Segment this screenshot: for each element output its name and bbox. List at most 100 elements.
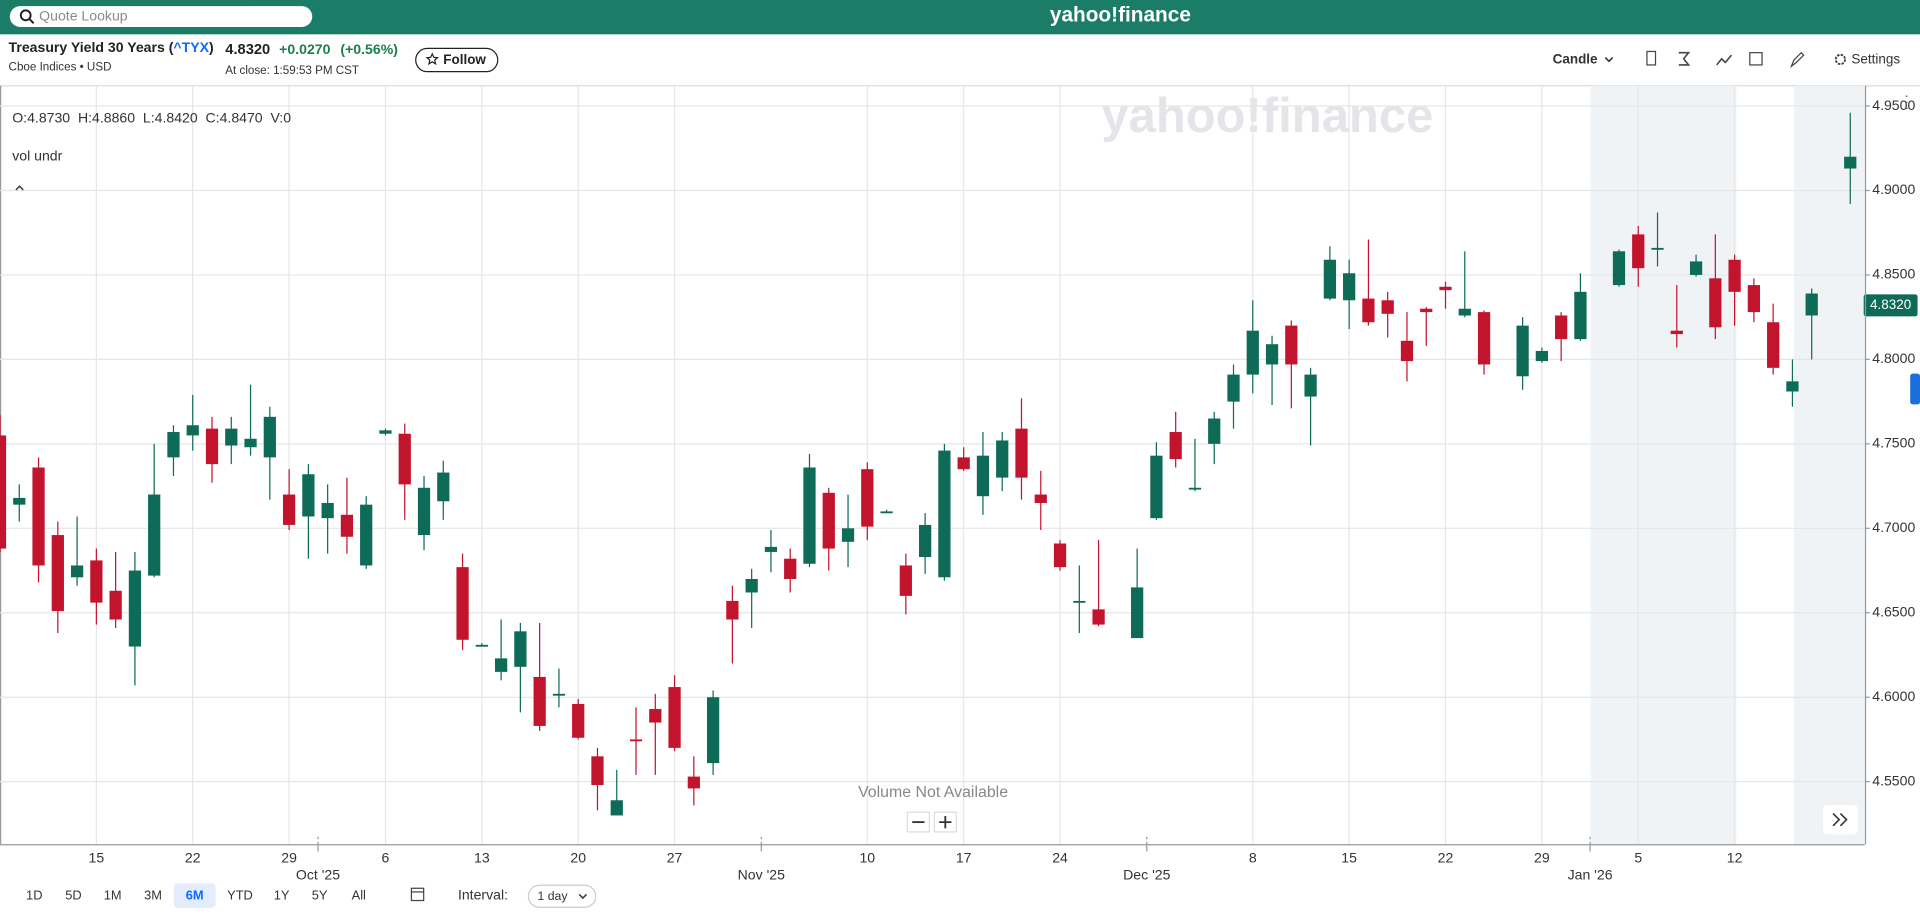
candle-body xyxy=(340,514,354,537)
volume-note: Volume Not Available xyxy=(858,784,1008,801)
candle-body xyxy=(1150,455,1163,519)
candle-body xyxy=(1689,261,1703,275)
candle-body xyxy=(302,474,315,517)
candle-body xyxy=(803,467,816,564)
range-button[interactable]: 6M xyxy=(186,888,204,903)
candle-body xyxy=(938,450,951,578)
candle-body xyxy=(1420,308,1433,313)
candle-body xyxy=(591,756,604,786)
search-placeholder: Quote Lookup xyxy=(39,7,128,23)
search-box[interactable] xyxy=(9,6,313,27)
candle-body xyxy=(1632,234,1645,269)
candle-body xyxy=(0,435,7,549)
candle-body xyxy=(437,472,450,502)
chart-type[interactable]: Candle xyxy=(1553,52,1598,67)
candle-body xyxy=(417,487,431,536)
candle-body xyxy=(899,565,912,596)
interval-value[interactable]: 1 day xyxy=(538,889,569,903)
brand-logo[interactable]: yahoo!finance xyxy=(1050,3,1191,26)
menu-dots[interactable] xyxy=(1900,95,1908,110)
candle-body xyxy=(1208,418,1221,444)
range-button[interactable]: 5Y xyxy=(312,888,328,903)
candle-body xyxy=(321,502,334,519)
follow-label[interactable]: Follow xyxy=(443,52,486,67)
candle-body xyxy=(1053,543,1067,568)
candle-body xyxy=(687,776,700,789)
y-tick-label: 4.9500 xyxy=(1872,97,1915,113)
candle-body xyxy=(205,428,219,465)
grid xyxy=(0,85,1865,845)
candle-body xyxy=(1574,291,1587,340)
candle-body xyxy=(1535,350,1548,362)
candle-body xyxy=(784,558,797,579)
x-tick-label: 29 xyxy=(1534,850,1550,866)
draw-icon[interactable] xyxy=(1790,51,1805,68)
compare-icon[interactable] xyxy=(1646,50,1657,66)
top-bar xyxy=(0,0,1920,35)
range-button[interactable]: YTD xyxy=(227,888,253,903)
last-price-label: 4.8320 xyxy=(1870,297,1911,312)
y-tick-label: 4.8000 xyxy=(1872,350,1915,366)
change: +0.0270 xyxy=(279,41,330,57)
candle-body xyxy=(1304,374,1317,397)
star-icon xyxy=(425,52,439,66)
settings-icon[interactable] xyxy=(1834,53,1847,66)
candle-body xyxy=(1747,285,1761,313)
symbol[interactable]: ^TYX xyxy=(173,38,209,54)
candle-body xyxy=(649,709,662,723)
chevron xyxy=(578,893,588,900)
candle-body xyxy=(1092,609,1105,625)
candle-body xyxy=(51,535,64,612)
candle-body xyxy=(90,560,103,603)
range-button[interactable]: 5D xyxy=(65,888,81,903)
candle-body xyxy=(186,425,199,436)
range-button[interactable]: 3M xyxy=(144,888,162,903)
candle-body xyxy=(360,504,373,566)
collapse-icon[interactable] xyxy=(15,185,24,191)
y-tick-label: 4.9000 xyxy=(1872,181,1915,197)
search-icon xyxy=(19,9,32,22)
x-tick-label: 12 xyxy=(1727,850,1743,866)
candle-body xyxy=(456,567,469,640)
candle-body xyxy=(1458,308,1471,316)
candle-body xyxy=(572,703,585,738)
candle-body xyxy=(379,430,392,434)
trend-icon[interactable] xyxy=(1716,54,1733,66)
candle-body xyxy=(1555,315,1568,340)
candle-body xyxy=(841,528,855,542)
candle-body xyxy=(533,676,546,726)
candle-body xyxy=(1285,325,1298,365)
settings-label[interactable]: Settings xyxy=(1851,52,1900,67)
search-icon-handle xyxy=(28,18,35,24)
range-button[interactable]: 1M xyxy=(104,888,122,903)
candle-body xyxy=(263,416,276,458)
candle-body xyxy=(1477,312,1491,365)
watermark: yahoo!finance xyxy=(1101,89,1433,143)
shaded-period xyxy=(1793,85,1865,845)
y-tick-label: 4.7000 xyxy=(1872,519,1915,535)
candle-body xyxy=(1188,487,1202,490)
x-tick-label: 27 xyxy=(667,850,683,866)
candle-body xyxy=(976,455,990,497)
range-button[interactable]: 1D xyxy=(26,888,42,903)
indicators-icon[interactable] xyxy=(1678,51,1691,66)
candle-body xyxy=(610,800,623,816)
follow-button[interactable] xyxy=(415,47,499,73)
candle-body xyxy=(1362,298,1375,323)
candle-body xyxy=(861,469,874,527)
candle-body xyxy=(1323,259,1336,299)
range-button[interactable]: 1Y xyxy=(274,888,290,903)
y-tick-label: 4.7500 xyxy=(1872,435,1915,451)
calendar-icon[interactable] xyxy=(410,887,425,902)
candle-body xyxy=(629,739,643,742)
candle-body xyxy=(244,438,257,448)
interval-dropdown[interactable] xyxy=(527,884,597,908)
scroll-end[interactable] xyxy=(1823,804,1858,835)
events-icon[interactable] xyxy=(1749,52,1763,66)
side-tab[interactable] xyxy=(1910,373,1920,405)
candle-body xyxy=(1516,325,1529,377)
range-button[interactable]: All xyxy=(352,888,366,903)
footer: 1D 5D 1M 3M 6M YTD 1Y 5Y All xyxy=(26,883,366,908)
interval-label: Interval: xyxy=(458,886,508,902)
